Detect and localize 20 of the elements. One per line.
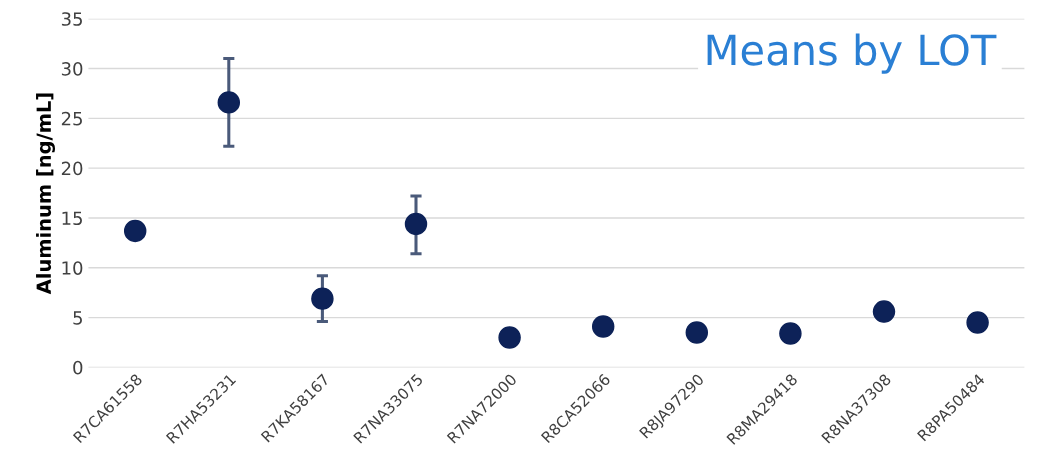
point: [591, 315, 615, 338]
point: [685, 321, 709, 344]
point: [966, 311, 989, 334]
y-tick-label: 30: [61, 61, 83, 76]
chart-title: Means by LOT: [707, 33, 997, 74]
point: [217, 91, 241, 114]
point: [779, 322, 802, 345]
point: [498, 326, 521, 349]
point: [123, 219, 147, 243]
y-tick-label: 15: [62, 211, 82, 226]
point: [404, 212, 428, 236]
y-tick-label: 35: [61, 12, 82, 26]
y-tick-label: 25: [61, 111, 82, 126]
y-tick-label: 0: [73, 360, 83, 375]
point: [311, 287, 334, 310]
point: [872, 300, 896, 323]
y-axis-title: Aluminum [ng/mL]: [36, 93, 56, 295]
y-tick-label: 10: [62, 261, 83, 275]
y-tick-label: 5: [73, 311, 82, 325]
y-tick-label: 20: [61, 161, 83, 176]
